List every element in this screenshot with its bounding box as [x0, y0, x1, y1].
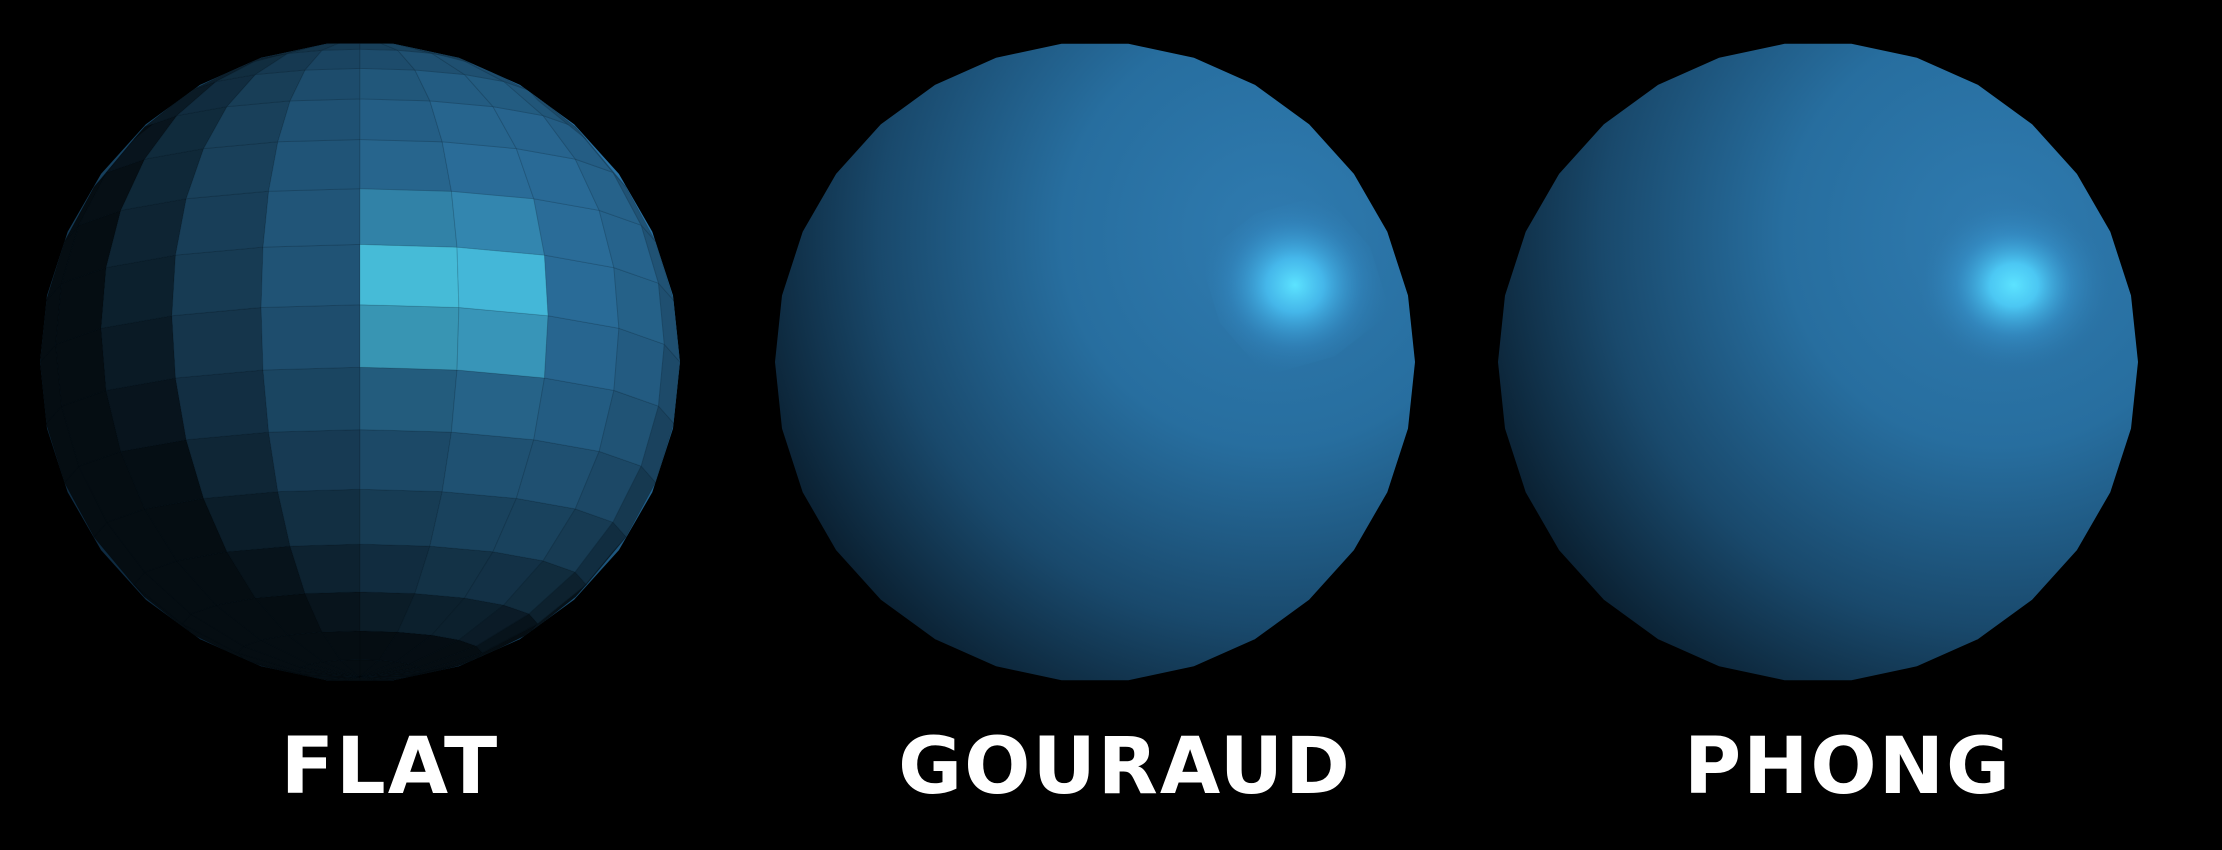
flat-facet — [359, 304, 460, 371]
flat-facet — [543, 315, 620, 391]
flat-facet — [268, 429, 361, 493]
flat-facet — [359, 243, 460, 309]
phong-shaded-sphere — [1498, 43, 2138, 681]
flat-facet — [262, 188, 361, 248]
flat-facet — [262, 366, 361, 433]
label-flat: FLAT — [280, 722, 500, 812]
flat-facet — [359, 43, 398, 51]
flat-facet — [657, 343, 680, 425]
panel-gouraud: GOURAUD — [755, 0, 1495, 850]
flat-facet — [359, 676, 380, 681]
flat-facet — [100, 315, 177, 391]
flat-facet — [359, 138, 453, 192]
gouraud-shaded-sphere — [775, 43, 1415, 681]
flat-facet — [171, 246, 264, 317]
flat-shaded-sphere — [40, 43, 680, 681]
label-gouraud: GOURAUD — [898, 722, 1352, 812]
panel-phong: PHONG — [1478, 0, 2218, 850]
flat-facet — [260, 304, 361, 371]
flat-facet — [456, 306, 549, 379]
flat-facet — [260, 243, 361, 309]
flat-facet — [456, 246, 549, 317]
flat-facet — [174, 369, 270, 441]
flat-facet — [287, 43, 341, 54]
flat-facet — [277, 488, 361, 547]
flat-facet — [322, 43, 361, 51]
flat-facet — [267, 138, 361, 192]
flat-facet — [359, 488, 443, 547]
flat-facet — [359, 429, 452, 493]
flat-facet — [359, 188, 458, 248]
flat-facet — [359, 366, 458, 433]
flat-facet — [359, 98, 443, 143]
flat-facet — [574, 536, 627, 598]
flat-facet — [450, 190, 546, 256]
flat-facet — [105, 377, 187, 452]
label-phong: PHONG — [1683, 722, 2013, 812]
flat-facet — [359, 676, 397, 681]
flat-facet — [171, 306, 264, 379]
flat-facet — [277, 98, 361, 143]
panel-flat: FLAT — [20, 0, 760, 850]
flat-facet — [450, 369, 546, 441]
flat-facet — [174, 190, 270, 256]
